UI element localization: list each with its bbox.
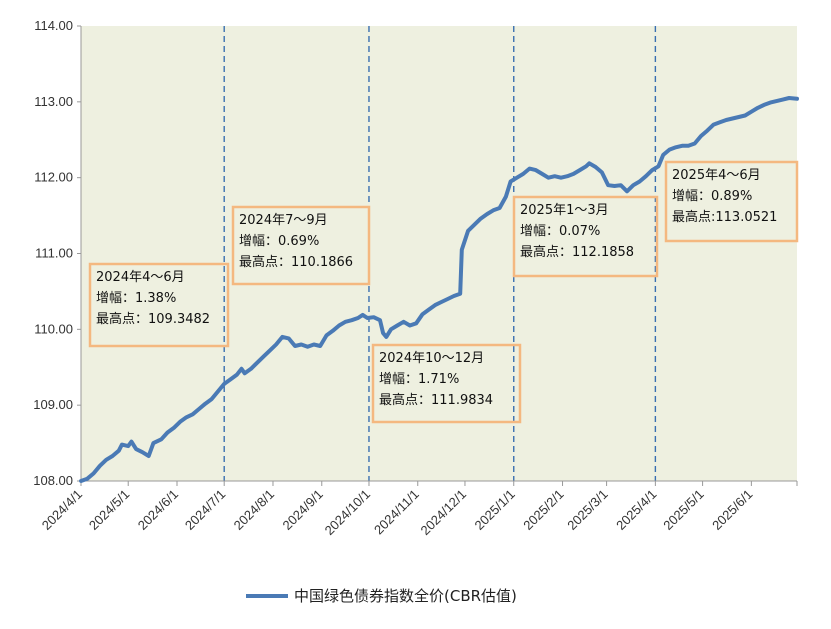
annotations-layer: 2024年4～6月增幅：1.38%最高点：109.34822024年7～9月增幅…: [88, 160, 799, 424]
y-tick-label: 109.00: [33, 397, 73, 412]
series-line: [79, 96, 799, 483]
annotation-text: 2024年7～9月: [239, 213, 328, 228]
x-tick-label: 2024/7/1: [182, 487, 228, 533]
annotation-border: [512, 195, 659, 278]
legend-label: 中国绿色债券指数全价(CBR估值): [294, 587, 517, 605]
y-tick-label: 110.00: [34, 321, 73, 336]
x-tick-label: 2025/5/1: [660, 487, 706, 533]
y-tick-label: 113.00: [34, 94, 73, 109]
annotation-text: 增幅：0.89%: [672, 189, 752, 204]
annotation-text: 增幅：0.69%: [239, 234, 319, 249]
annotation-border: [88, 262, 230, 348]
annotation-border: [664, 160, 799, 243]
annotation-text: 最高点:113.0521: [672, 209, 777, 225]
x-tick-label: 2025/2/1: [520, 487, 566, 533]
x-tick-label: 2024/11/1: [371, 487, 422, 538]
x-axis-ticks: 2024/4/1 2024/5/1 2024/6/1 2024/7/1 2024/8/1…: [39, 481, 798, 539]
annotation-text: 增幅：1.71%: [379, 372, 459, 387]
quarter-dividers: [223, 26, 657, 481]
plot-area: [81, 26, 797, 481]
x-tick-label: 2025/4/1: [613, 487, 659, 533]
annotation-text: 2024年10～12月: [379, 351, 484, 366]
annotation-text: 增幅：1.38%: [96, 291, 176, 306]
y-tick-label: 108.00: [33, 473, 73, 488]
annotation-border: [231, 205, 371, 286]
x-tick-label: 2024/10/1: [322, 487, 374, 539]
x-tick-label: 2024/6/1: [135, 487, 181, 533]
x-tick-label: 2024/4/1: [39, 487, 85, 533]
series-layer: [79, 96, 799, 483]
annotation-text: 最高点：112.1858: [520, 244, 634, 260]
y-tick-label: 114.00: [34, 18, 73, 33]
x-tick-label: 2025/3/1: [564, 487, 610, 533]
annotation-text: 最高点：111.9834: [379, 392, 493, 408]
x-tick-label: 2024/12/1: [418, 487, 470, 539]
y-tick-label: 111.00: [35, 246, 73, 261]
annotation-text: 增幅：0.07%: [520, 224, 600, 239]
annotation-text: 2025年4～6月: [672, 168, 761, 183]
y-axis-ticks: 108.00 109.00 110.00 111.00 112.00 113.00 114.…: [33, 18, 81, 488]
x-tick-label: 2025/1/1: [471, 487, 517, 533]
annotation-border: [371, 343, 522, 424]
annotation-text: 2024年4～6月: [96, 270, 185, 285]
x-tick-label: 2025/6/1: [709, 487, 755, 533]
x-tick-label: 2024/8/1: [231, 487, 277, 533]
x-tick-label: 2024/9/1: [279, 487, 325, 533]
y-tick-label: 112.00: [34, 170, 73, 185]
legend: 中国绿色债券指数全价(CBR估值): [246, 587, 517, 605]
annotation-text: 2025年1～3月: [520, 203, 609, 218]
annotation-text: 最高点：109.3482: [96, 311, 210, 327]
annotation-text: 最高点：110.1866: [239, 254, 353, 270]
x-tick-label: 2024/5/1: [86, 487, 132, 533]
